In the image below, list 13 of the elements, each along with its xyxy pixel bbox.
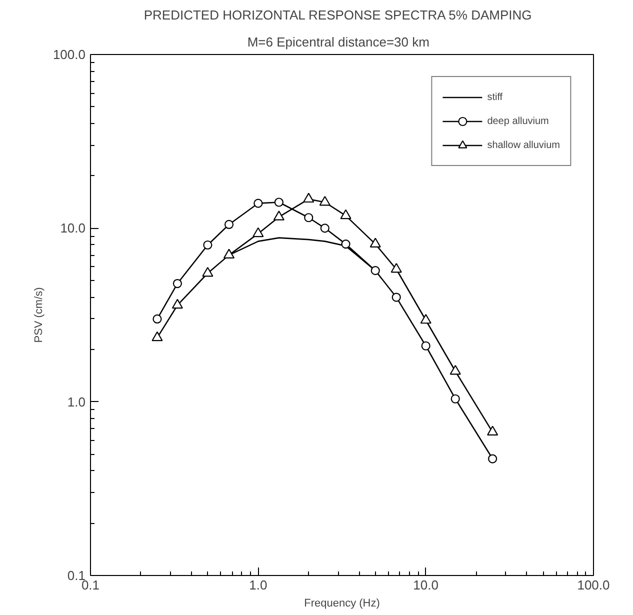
legend-label: shallow alluvium: [487, 140, 560, 150]
x-tick-label: 10.0: [413, 578, 438, 592]
y-axis-title: PSV (cm/s): [32, 287, 45, 343]
legend-label: deep alluvium: [487, 116, 549, 126]
legend-label: stiff: [487, 92, 504, 102]
y-tick-label: 100.0: [52, 47, 86, 62]
x-tick-label: 1.0: [249, 578, 268, 592]
chart-title: PREDICTED HORIZONTAL RESPONSE SPECTRA 5% DAMPING: [144, 8, 532, 22]
y-tick-label: 10.0: [60, 220, 86, 236]
chart-subtitle: M=6 Epicentral distance=30 km: [247, 34, 430, 50]
x-axis-title: Frequency (Hz): [304, 598, 380, 610]
y-tick-label: 1.0: [67, 394, 86, 410]
x-tick-label: 100.0: [577, 578, 610, 592]
